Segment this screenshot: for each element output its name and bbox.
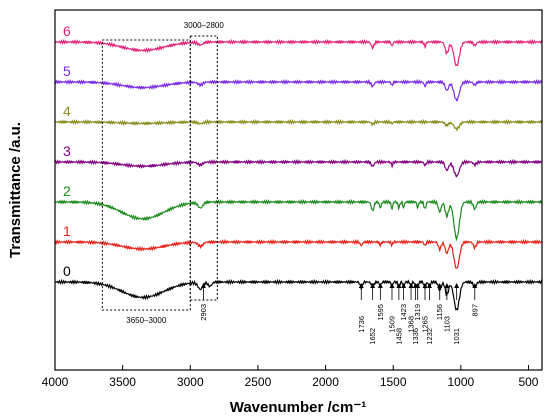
series-line-6 xyxy=(54,38,543,67)
peak-label-1265: 1265 xyxy=(420,316,429,333)
series-line-1 xyxy=(54,238,542,269)
series-label-0: 0 xyxy=(63,263,71,279)
regions-layer: 3650–3000 3000–2800 xyxy=(101,21,225,325)
series-label-4: 4 xyxy=(63,103,71,119)
peak-arrowhead-2903 xyxy=(200,283,206,288)
series-line-2 xyxy=(54,198,543,242)
x-axis-ticks: 4000 3500 3000 2500 2000 1500 1000 500 xyxy=(42,365,539,389)
peak-label-897: 897 xyxy=(470,304,479,317)
series-line-3 xyxy=(54,158,543,178)
x-tick-label-2000: 2000 xyxy=(312,375,339,389)
y-axis-title: Transmittance /a.u. xyxy=(7,122,24,258)
region-label-1: 3650–3000 xyxy=(126,316,167,325)
peak-label-1595: 1595 xyxy=(376,304,385,321)
peak-arrowhead-1368 xyxy=(408,283,414,288)
peak-label-2903: 2903 xyxy=(199,304,208,321)
x-tick-label-2500: 2500 xyxy=(245,375,272,389)
peak-label-1319: 1319 xyxy=(413,304,422,321)
peak-arrowhead-1595 xyxy=(377,283,383,288)
plot-frame xyxy=(54,9,543,371)
region-box-2 xyxy=(189,35,218,301)
peak-label-1368: 1368 xyxy=(407,316,416,333)
series-label-5: 5 xyxy=(63,63,71,79)
peak-arrowhead-1103 xyxy=(444,283,450,288)
peak-arrowhead-1232 xyxy=(426,283,432,288)
series-line-0 xyxy=(54,278,543,312)
peak-arrowhead-1736 xyxy=(358,283,364,288)
series-label-1: 1 xyxy=(63,223,71,239)
peak-arrowhead-1509 xyxy=(389,283,395,288)
peak-label-1423: 1423 xyxy=(399,304,408,321)
series-line-4 xyxy=(54,118,543,132)
peak-arrowhead-1156 xyxy=(437,283,443,288)
series-label-6: 6 xyxy=(63,23,71,39)
series-line-5 xyxy=(54,78,543,102)
x-tick-label-4000: 4000 xyxy=(42,375,69,389)
x-tick-label-1000: 1000 xyxy=(447,375,474,389)
peak-label-1103: 1103 xyxy=(442,316,451,332)
x-tick-label-3000: 3000 xyxy=(177,375,204,389)
peak-label-1652: 1652 xyxy=(368,328,377,345)
peak-label-1156: 1156 xyxy=(435,304,444,320)
peak-label-1031: 1031 xyxy=(452,328,461,345)
peak-arrowhead-1652 xyxy=(370,283,376,288)
series-label-3: 3 xyxy=(63,143,71,159)
peak-label-1736: 1736 xyxy=(357,316,366,333)
region-label-2: 3000–2800 xyxy=(184,21,225,30)
x-tick-label-1500: 1500 xyxy=(380,375,407,389)
peak-arrowhead-1458 xyxy=(396,283,402,288)
peak-label-1458: 1458 xyxy=(394,328,403,345)
peak-arrowhead-1265 xyxy=(422,283,428,288)
peak-arrowhead-1423 xyxy=(401,283,407,288)
curves-layer: 0 1 2 3 4 5 6 xyxy=(54,23,543,312)
peak-arrowhead-1031 xyxy=(454,283,460,288)
x-tick-label-3500: 3500 xyxy=(109,375,136,389)
peak-arrowhead-1319 xyxy=(415,283,421,288)
peak-label-1336: 1336 xyxy=(411,328,420,345)
series-label-2: 2 xyxy=(63,183,71,199)
x-tick-label-500: 500 xyxy=(518,375,538,389)
region-box-1 xyxy=(101,39,191,311)
peak-label-1232: 1232 xyxy=(425,328,434,345)
peak-arrowhead-897 xyxy=(472,283,478,288)
x-axis-title: Wavenumber /cm⁻¹ xyxy=(230,399,367,416)
peak-label-1509: 1509 xyxy=(387,316,396,333)
